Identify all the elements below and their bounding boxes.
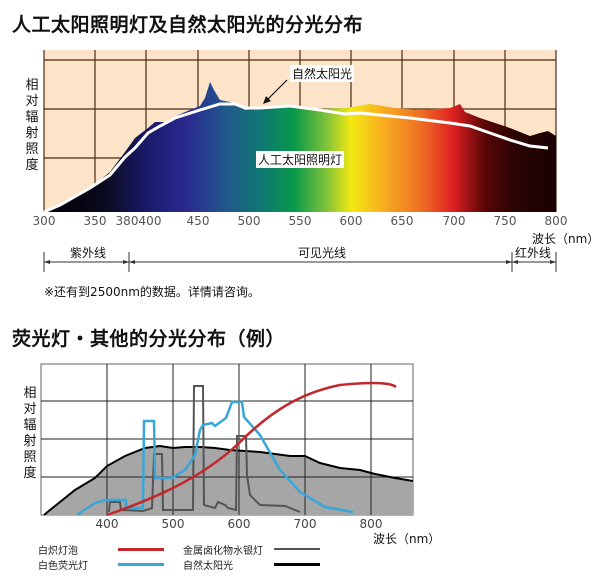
annotation-natural-sunlight: 自然太阳光 — [290, 65, 355, 82]
ylabel-char: 相 — [23, 386, 37, 401]
x-tick: 550 — [288, 214, 312, 228]
x-tick: 450 — [186, 214, 210, 228]
lamp-spectrum-area — [44, 82, 556, 212]
footnote: ※还有到2500nm的数据。详情请咨询。 — [44, 285, 260, 299]
legend-swatch-metal-halide — [274, 548, 320, 550]
ylabel-char: 对 — [25, 94, 39, 109]
legend-label-fluorescent: 白色荧光灯 — [38, 561, 88, 572]
legend-label-metal-halide: 金属卤化物水银灯 — [183, 546, 263, 557]
incandescent-line — [106, 381, 397, 517]
bottom-chart-title: 荧光灯・其他的分光分布（例） — [12, 328, 286, 350]
band-ir-label: 红外线 — [515, 246, 552, 260]
x-tick: 300 — [32, 214, 56, 228]
bottom-sunlight-line — [43, 444, 414, 516]
ylabel-char: 照 — [25, 142, 39, 157]
x-tick: 700 — [442, 214, 466, 228]
x-tick: 500 — [237, 214, 261, 228]
ylabel-char: 度 — [23, 466, 37, 481]
x-tick: 500 — [161, 517, 185, 531]
bottom-x-axis-unit: 波长（nm） — [373, 532, 441, 546]
legend-label-incandescent: 白炽灯泡 — [38, 546, 78, 557]
x-tick: 400 — [95, 517, 119, 531]
ylabel-char: 射 — [23, 434, 37, 449]
band-uv-label: 紫外线 — [70, 246, 107, 260]
ylabel-char: 照 — [23, 450, 37, 465]
x-tick: 750 — [493, 214, 517, 228]
ylabel-char: 辐 — [23, 418, 37, 433]
legend-swatch-sunlight — [274, 563, 320, 566]
ylabel-char: 对 — [23, 402, 37, 417]
ylabel-char: 射 — [25, 126, 39, 141]
legend-swatch-incandescent — [118, 548, 164, 551]
legend-label-sunlight: 自然太阳光 — [183, 561, 233, 572]
x-tick: 650 — [390, 214, 414, 228]
sunlight-line — [43, 102, 549, 214]
x-tick: 600 — [227, 517, 251, 531]
metal-halide-line — [108, 385, 301, 513]
x-tick: 700 — [293, 517, 317, 531]
x-tick: 800 — [359, 517, 383, 531]
annotation-artificial-sunlight-lamp: 人工太阳照明灯 — [256, 151, 345, 168]
ylabel-char: 度 — [25, 158, 39, 173]
ylabel-char: 相 — [25, 78, 39, 93]
x-tick: 800 — [544, 214, 568, 228]
x-tick: 400 — [138, 214, 162, 228]
bottom-y-axis-label: 相 对 辐 射 照 度 — [22, 386, 38, 482]
x-tick: 350 — [83, 214, 107, 228]
top-chart-title: 人工太阳照明灯及自然太阳光的分光分布 — [12, 14, 364, 36]
top-x-axis-unit: 波长（nm） — [532, 232, 600, 246]
legend-swatch-fluorescent — [118, 563, 164, 566]
top-y-axis-label: 相 对 辐 射 照 度 — [24, 78, 40, 174]
x-tick: 380 — [115, 214, 139, 228]
x-tick: 600 — [339, 214, 363, 228]
band-visible-label: 可见光线 — [298, 246, 347, 260]
ylabel-char: 辐 — [25, 110, 39, 125]
